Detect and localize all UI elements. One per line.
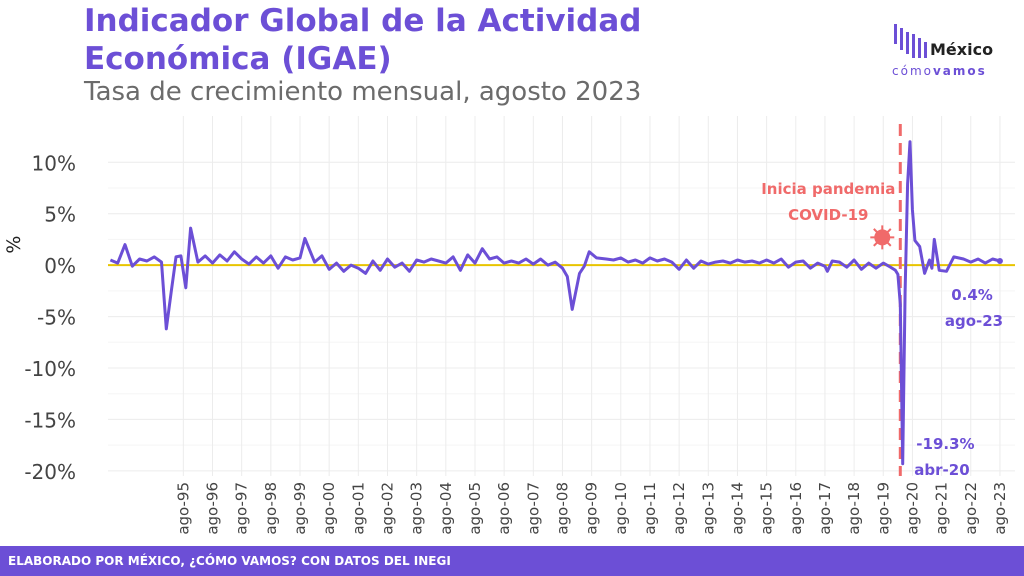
- logo-word-vamos: vamos: [932, 64, 987, 78]
- igae-line-chart: 10% 5% 0% -5% -10% -15% -20% ago-95 ago-96 ago-97…: [3, 116, 1015, 535]
- y-tick-label: 0%: [44, 254, 76, 278]
- x-tick-label: ago-02: [378, 482, 396, 535]
- x-tick-label: ago-17: [816, 482, 834, 535]
- mexico-como-vamos-logo: México cómovamos: [888, 24, 1008, 84]
- x-tick-label: ago-14: [728, 482, 746, 535]
- x-tick-label: ago-13: [699, 482, 717, 535]
- x-tick-label: ago-97: [233, 482, 251, 535]
- x-tick-label: ago-99: [291, 482, 309, 535]
- x-tick-label: ago-96: [204, 482, 222, 535]
- last-date-label: ago-23: [945, 312, 1003, 330]
- last-value-label: 0.4%: [951, 286, 993, 304]
- x-tick-label: ago-07: [524, 482, 542, 535]
- x-tick-label: ago-11: [641, 482, 659, 535]
- x-tick-label: ago-00: [320, 482, 338, 535]
- x-tick-label: ago-03: [408, 482, 426, 535]
- x-tick-label: ago-10: [612, 482, 630, 535]
- x-tick-label: ago-19: [874, 482, 892, 535]
- x-tick-label: ago-95: [174, 482, 192, 535]
- pandemic-label-line2: COVID-19: [788, 206, 868, 224]
- chart-title: Indicador Global de la Actividad Económi…: [84, 3, 642, 77]
- x-tick-label: ago-01: [349, 482, 367, 535]
- y-tick-label: 5%: [44, 203, 76, 227]
- chart-subtitle: Tasa de crecimiento mensual, agosto 2023: [84, 77, 642, 107]
- x-tick-label: ago-06: [495, 482, 513, 535]
- x-tick-label: ago-15: [758, 482, 776, 535]
- x-tick-label: ago-22: [962, 482, 980, 535]
- x-tick-label: ago-21: [933, 482, 951, 535]
- logo-word-mexico: México: [930, 40, 994, 59]
- logo-bars-icon: [894, 24, 934, 58]
- x-tick-label: ago-20: [903, 482, 921, 535]
- x-tick-label: ago-09: [583, 482, 601, 535]
- x-tick-label: ago-23: [991, 482, 1009, 535]
- y-tick-label: -10%: [24, 357, 76, 381]
- x-tick-label: ago-04: [437, 482, 455, 535]
- logo-word-como: cómo: [892, 64, 933, 78]
- y-tick-label: -5%: [37, 306, 76, 330]
- x-tick-label: ago-08: [553, 482, 571, 535]
- y-tick-label: 10%: [32, 151, 76, 175]
- last-point-marker: [996, 258, 1003, 265]
- logo-word-como-vamos: cómovamos: [892, 64, 987, 78]
- y-axis-title: %: [3, 236, 25, 254]
- min-value-label: -19.3%: [916, 435, 974, 453]
- footer-source-text: ELABORADO POR MÉXICO, ¿CÓMO VAMOS? CON D…: [8, 554, 451, 568]
- x-tick-label: ago-12: [670, 482, 688, 535]
- virus-icon: [874, 229, 891, 246]
- x-tick-label: ago-98: [262, 482, 280, 535]
- y-tick-label: -15%: [24, 408, 76, 432]
- footer-bar: ELABORADO POR MÉXICO, ¿CÓMO VAMOS? CON D…: [0, 546, 1024, 576]
- x-tick-label: ago-18: [845, 482, 863, 535]
- x-tick-label: ago-16: [787, 482, 805, 535]
- series-line: [109, 140, 1001, 466]
- pandemic-label-line1: Inicia pandemia: [761, 180, 895, 198]
- x-tick-label: ago-05: [466, 482, 484, 535]
- y-tick-label: -20%: [24, 460, 76, 484]
- min-date-label: abr-20: [914, 461, 969, 479]
